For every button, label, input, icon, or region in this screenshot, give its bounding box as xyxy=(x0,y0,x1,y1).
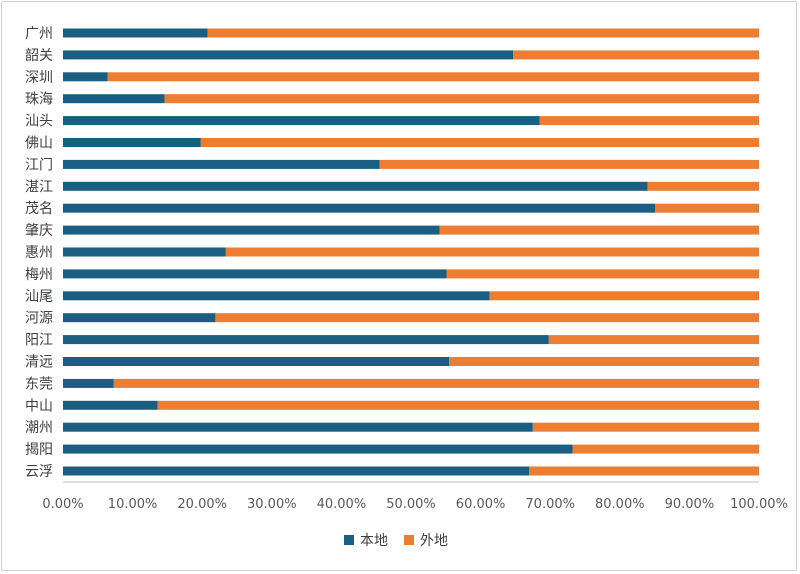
legend-swatch-local xyxy=(344,535,354,545)
bar-local-7 xyxy=(63,181,648,191)
category-label: 河源 xyxy=(25,311,53,327)
bar-local-11 xyxy=(63,269,447,279)
bar-external-9 xyxy=(439,225,759,235)
category-label: 汕尾 xyxy=(25,289,53,305)
bar-external-16 xyxy=(113,378,759,388)
category-label: 茂名 xyxy=(25,200,53,217)
bars-layer xyxy=(63,28,760,476)
category-label: 梅州 xyxy=(25,267,53,283)
legend-label-local: 本地 xyxy=(360,533,388,549)
category-label: 云浮 xyxy=(25,464,53,480)
bar-external-17 xyxy=(157,400,759,410)
category-label: 中山 xyxy=(25,398,53,414)
bar-external-13 xyxy=(215,313,760,323)
bar-external-12 xyxy=(489,291,759,301)
category-label: 东莞 xyxy=(25,376,53,392)
x-tick-label: 90.00% xyxy=(665,497,715,512)
category-label: 肇庆 xyxy=(25,223,53,239)
bar-local-13 xyxy=(63,313,216,323)
category-labels: 广州韶关深圳珠海汕头佛山江门湛江茂名肇庆惠州梅州汕尾河源阳江清远东莞中山潮州揭阳… xyxy=(25,26,53,480)
x-tick-label: 20.00% xyxy=(177,497,227,512)
bar-external-5 xyxy=(200,138,759,147)
bar-external-11 xyxy=(446,269,759,279)
category-label: 佛山 xyxy=(25,136,53,152)
bar-local-4 xyxy=(63,116,540,126)
category-label: 韶关 xyxy=(25,48,53,64)
category-label: 阳江 xyxy=(25,333,53,349)
category-label: 揭阳 xyxy=(25,442,53,458)
bar-local-18 xyxy=(63,422,533,432)
category-label: 湛江 xyxy=(25,179,53,195)
bar-external-19 xyxy=(572,444,759,454)
bar-local-15 xyxy=(63,357,450,366)
bar-external-2 xyxy=(107,72,760,82)
bar-local-10 xyxy=(63,247,226,257)
bar-local-6 xyxy=(63,159,380,169)
bar-local-14 xyxy=(63,335,549,345)
x-tick-label: 40.00% xyxy=(317,497,367,512)
category-label: 深圳 xyxy=(25,70,53,86)
x-tick-label: 60.00% xyxy=(456,497,506,512)
bar-local-1 xyxy=(63,50,514,60)
category-label: 珠海 xyxy=(25,92,53,108)
bar-local-9 xyxy=(63,225,440,235)
bar-local-12 xyxy=(63,291,490,301)
bar-external-0 xyxy=(207,28,759,38)
bar-local-20 xyxy=(63,466,530,476)
x-tick-label: 30.00% xyxy=(247,497,297,512)
category-label: 惠州 xyxy=(25,245,53,261)
bar-external-7 xyxy=(647,181,759,191)
bar-external-20 xyxy=(529,466,759,476)
legend: 本地 外地 xyxy=(344,533,448,549)
x-tick-label: 10.00% xyxy=(108,497,158,512)
legend-label-external: 外地 xyxy=(420,533,448,549)
bar-external-18 xyxy=(532,422,759,432)
bar-local-8 xyxy=(63,203,656,213)
category-label: 江门 xyxy=(25,157,53,173)
bar-external-1 xyxy=(513,50,759,60)
bar-external-3 xyxy=(164,94,759,104)
x-tick-label: 70.00% xyxy=(525,497,575,512)
bar-local-16 xyxy=(63,378,114,388)
bar-external-15 xyxy=(449,357,759,366)
bar-external-4 xyxy=(539,116,759,126)
x-tick-label: 80.00% xyxy=(595,497,645,512)
bar-local-17 xyxy=(63,400,158,410)
x-tick-labels: 0.00% 10.00% 20.00% 30.00% 40.00% 50.00% 60.00… xyxy=(42,497,788,512)
bar-external-14 xyxy=(548,335,759,345)
legend-swatch-external xyxy=(404,535,414,545)
x-tick-label: 0.00% xyxy=(42,497,83,512)
x-tick-label: 50.00% xyxy=(386,497,436,512)
category-label: 潮州 xyxy=(25,420,53,436)
bar-local-5 xyxy=(63,138,201,147)
bar-external-8 xyxy=(655,203,759,213)
bar-external-6 xyxy=(379,159,759,169)
bar-external-10 xyxy=(225,247,760,257)
bar-local-0 xyxy=(63,28,208,38)
bar-local-19 xyxy=(63,444,573,454)
category-label: 广州 xyxy=(25,26,53,42)
bar-local-2 xyxy=(63,72,108,82)
category-label: 清远 xyxy=(25,355,53,371)
category-label: 汕头 xyxy=(25,114,53,130)
x-tick-label: 100.00% xyxy=(730,497,788,512)
bar-local-3 xyxy=(63,94,165,104)
